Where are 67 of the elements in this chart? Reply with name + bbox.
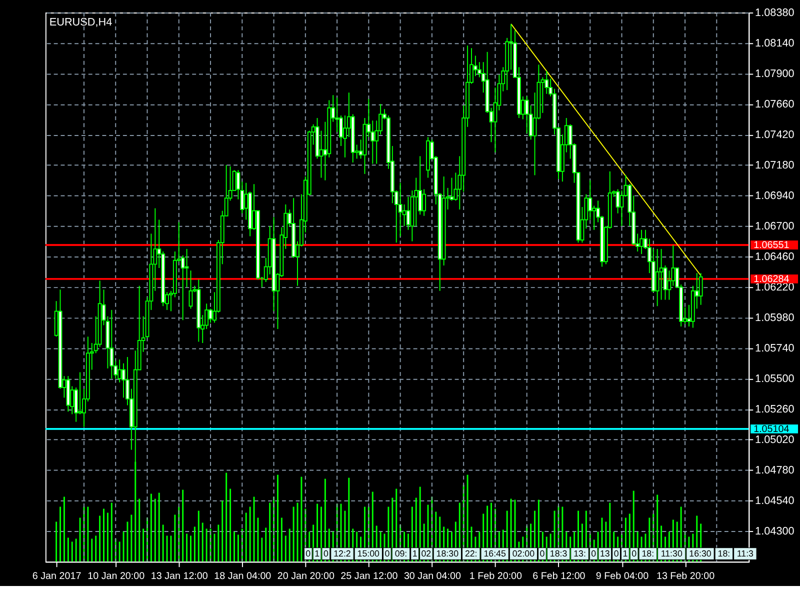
x-tick-label: 6 Jan 2017 xyxy=(32,570,82,582)
y-tick-label: 1.06940 xyxy=(755,190,794,202)
annotation: 18: xyxy=(642,548,654,559)
x-tick-label: 9 Feb 04:00 xyxy=(596,570,650,582)
candlestick xyxy=(655,248,660,307)
y-tick-label: 1.06700 xyxy=(755,220,794,233)
candlestick xyxy=(118,359,122,383)
annotation: 1 xyxy=(622,548,628,559)
y-tick-label: 1.05980 xyxy=(755,312,794,324)
text: 11:3 xyxy=(736,548,754,559)
annotation: 12:2 xyxy=(334,548,351,559)
annotation: 22: xyxy=(464,548,478,559)
y-tick-label: 1.08140 xyxy=(755,37,794,50)
x-tick-label: 13 Feb 20:00 xyxy=(656,570,716,582)
annotation: 13: xyxy=(574,548,586,559)
x-tick-label: 13 Jan 12:00 xyxy=(150,570,208,582)
y-tick-label: 1.05740 xyxy=(755,342,794,355)
annotation: 11:30 xyxy=(660,548,682,559)
annotation: 0 xyxy=(614,548,619,559)
annotation: 15:00 xyxy=(357,548,380,559)
candlestick xyxy=(422,188,426,216)
annotation: 02:00 xyxy=(512,548,535,559)
candlestick xyxy=(640,229,644,255)
annotation: 0 xyxy=(384,548,390,559)
y-tick-label: 1.07180 xyxy=(755,160,794,172)
annotation: 0 xyxy=(591,548,596,559)
y-tick-label: 1.04300 xyxy=(755,526,794,538)
annotation: 02 xyxy=(421,548,432,559)
annotation: 13 xyxy=(600,548,610,559)
x-tick-label: 25 Jan 12:00 xyxy=(340,570,398,582)
candlestick xyxy=(184,248,189,288)
annotation: 16:30 xyxy=(689,548,712,559)
x-tick-label: 6 Feb 12:00 xyxy=(532,570,586,582)
y-tick-label: 1.05260 xyxy=(755,404,794,416)
candlestick xyxy=(406,196,410,230)
annotation: 0 xyxy=(540,548,545,559)
y-tick-label: 1.07900 xyxy=(755,68,794,80)
y-tick-label: 1.04780 xyxy=(755,464,794,477)
y-tick-label: 1.04540 xyxy=(755,495,794,508)
annotation: 09: xyxy=(394,548,408,559)
x-tick-label: 10 Jan 20:00 xyxy=(88,570,146,582)
y-tick-label: 1.07420 xyxy=(755,128,794,141)
candlestick xyxy=(698,272,703,306)
annotation: 0 xyxy=(632,548,637,559)
y-tick-label: 1.05500 xyxy=(755,373,794,386)
candlestick xyxy=(78,372,82,415)
x-tick-label: 18 Jan 04:00 xyxy=(214,570,272,582)
annotation: 16:45 xyxy=(484,548,506,559)
y-tick-label: 1.06460 xyxy=(755,251,794,264)
y-tick-label: 1.05020 xyxy=(755,434,794,446)
x-tick-label: 1 Feb 20:00 xyxy=(469,570,523,582)
chart-title: EURUSD,H4 xyxy=(49,16,112,28)
ref-line-label: 1.06551 xyxy=(754,240,790,251)
text: 18: xyxy=(718,548,730,559)
annotation: 0 xyxy=(323,548,328,559)
y-tick-label: 1.06220 xyxy=(755,282,794,294)
y-tick-label: 1.07660 xyxy=(755,98,794,110)
y-tick-label: 1.08380 xyxy=(755,6,794,19)
x-tick-label: 20 Jan 20:00 xyxy=(277,570,335,582)
x-tick-label: 30 Jan 04:00 xyxy=(404,570,462,582)
annotation: 18:30 xyxy=(436,548,459,559)
annotation: 1 xyxy=(314,548,320,559)
ref-line-label: 1.05104 xyxy=(754,424,790,435)
annotation: 1 xyxy=(412,548,418,559)
candlestick xyxy=(110,309,114,380)
annotation: 18:3 xyxy=(550,548,568,559)
annotation: 0 xyxy=(306,548,311,559)
